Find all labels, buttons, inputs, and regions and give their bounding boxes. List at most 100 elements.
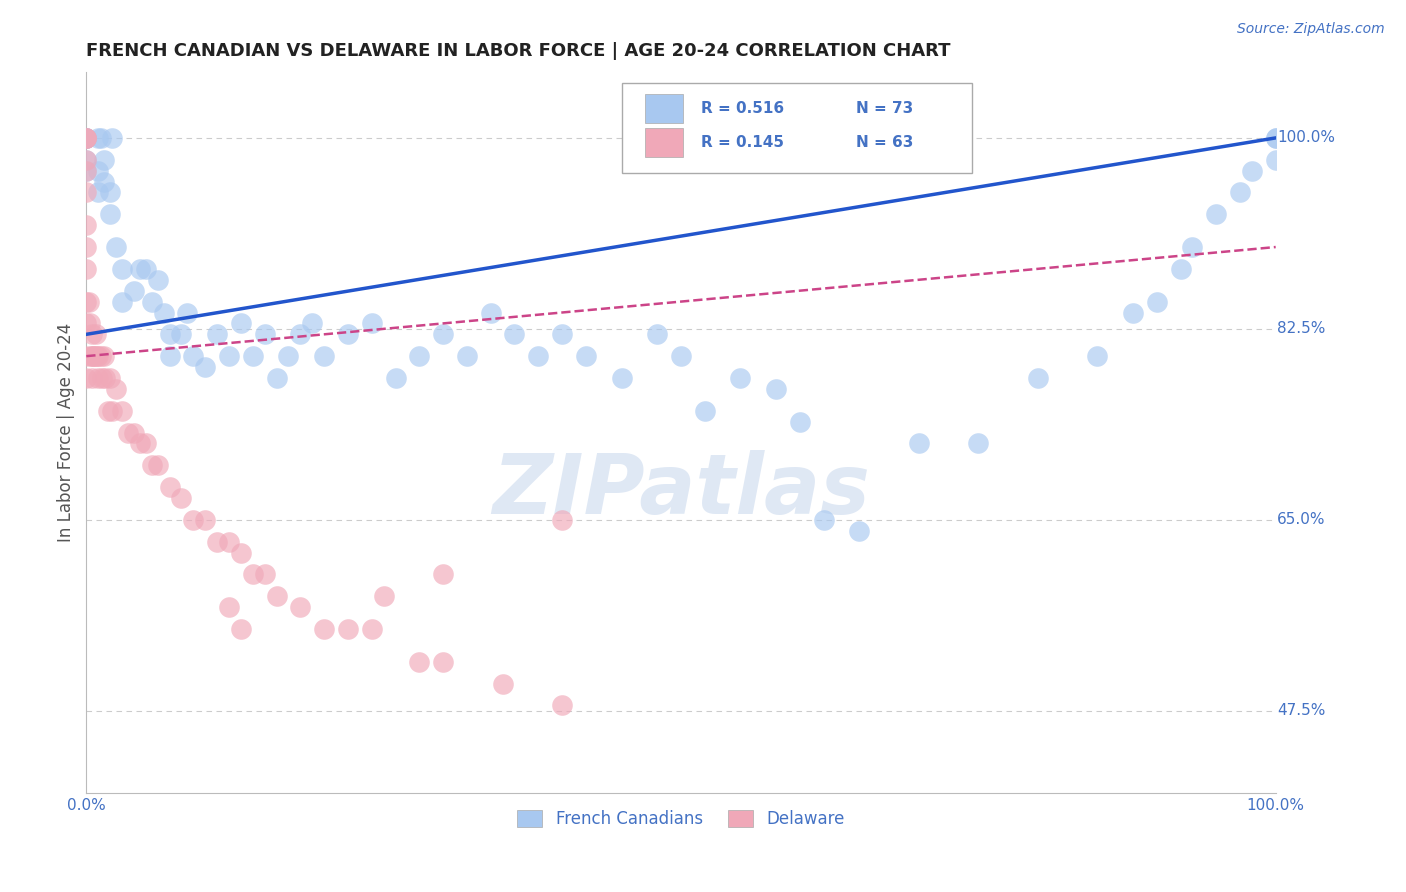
- Point: [146, 273, 169, 287]
- Point: [87, 349, 110, 363]
- Text: N = 73: N = 73: [856, 101, 912, 116]
- Point: [98, 207, 121, 221]
- Point: [101, 403, 124, 417]
- Point: [98, 371, 121, 385]
- Point: [141, 294, 163, 309]
- Point: [98, 186, 121, 200]
- Point: [83, 349, 105, 363]
- Point: [229, 317, 252, 331]
- Point: [1146, 294, 1168, 309]
- Bar: [645, 94, 683, 123]
- Point: [229, 545, 252, 559]
- Point: [277, 349, 299, 363]
- Point: [765, 382, 787, 396]
- Point: [1240, 163, 1263, 178]
- Point: [1264, 131, 1286, 145]
- Point: [848, 524, 870, 538]
- Point: [77, 294, 100, 309]
- Point: [253, 327, 276, 342]
- Point: [75, 317, 97, 331]
- Point: [551, 698, 574, 713]
- Text: Source: ZipAtlas.com: Source: ZipAtlas.com: [1237, 22, 1385, 37]
- Point: [105, 240, 128, 254]
- Point: [79, 317, 101, 331]
- Point: [75, 153, 97, 167]
- Point: [82, 349, 104, 363]
- Point: [1264, 131, 1286, 145]
- Y-axis label: In Labor Force | Age 20-24: In Labor Force | Age 20-24: [58, 323, 75, 542]
- Point: [93, 349, 115, 363]
- Point: [360, 317, 382, 331]
- Point: [813, 513, 835, 527]
- Point: [479, 305, 502, 319]
- Point: [610, 371, 633, 385]
- Point: [122, 425, 145, 440]
- Point: [75, 186, 97, 200]
- Point: [111, 403, 134, 417]
- Point: [170, 327, 193, 342]
- Point: [290, 600, 312, 615]
- Point: [97, 403, 120, 417]
- Point: [82, 327, 104, 342]
- Point: [75, 163, 97, 178]
- Point: [159, 349, 181, 363]
- Point: [87, 371, 110, 385]
- Point: [669, 349, 692, 363]
- Point: [170, 491, 193, 505]
- Point: [86, 349, 108, 363]
- Point: [141, 458, 163, 473]
- Point: [205, 327, 228, 342]
- Point: [75, 153, 97, 167]
- Point: [218, 534, 240, 549]
- Text: FRENCH CANADIAN VS DELAWARE IN LABOR FORCE | AGE 20-24 CORRELATION CHART: FRENCH CANADIAN VS DELAWARE IN LABOR FOR…: [86, 42, 950, 60]
- Point: [205, 534, 228, 549]
- Point: [242, 567, 264, 582]
- Point: [75, 240, 97, 254]
- Point: [266, 589, 288, 603]
- Point: [93, 175, 115, 189]
- Point: [183, 349, 205, 363]
- Point: [645, 327, 668, 342]
- Point: [75, 131, 97, 145]
- Point: [314, 622, 336, 636]
- Text: ZIPatlas: ZIPatlas: [492, 450, 870, 531]
- Point: [336, 622, 359, 636]
- Point: [253, 567, 276, 582]
- Point: [128, 436, 150, 450]
- Point: [1181, 240, 1204, 254]
- Text: 65.0%: 65.0%: [1277, 512, 1326, 527]
- Point: [730, 371, 752, 385]
- Point: [75, 131, 97, 145]
- Point: [575, 349, 598, 363]
- Text: N = 63: N = 63: [856, 135, 912, 150]
- Point: [101, 131, 124, 145]
- Point: [242, 349, 264, 363]
- Bar: [645, 128, 683, 157]
- Point: [432, 655, 454, 669]
- Point: [527, 349, 550, 363]
- Point: [75, 349, 97, 363]
- Point: [87, 163, 110, 178]
- Point: [551, 513, 574, 527]
- Point: [373, 589, 395, 603]
- Point: [159, 327, 181, 342]
- Point: [1170, 261, 1192, 276]
- Point: [176, 305, 198, 319]
- Point: [491, 676, 513, 690]
- Legend: French Canadians, Delaware: French Canadians, Delaware: [510, 803, 851, 835]
- Point: [336, 327, 359, 342]
- Point: [159, 480, 181, 494]
- Point: [218, 600, 240, 615]
- Point: [135, 436, 157, 450]
- Point: [194, 360, 217, 375]
- Point: [693, 403, 716, 417]
- Point: [117, 425, 139, 440]
- Point: [82, 349, 104, 363]
- Text: 47.5%: 47.5%: [1277, 703, 1326, 718]
- Point: [432, 567, 454, 582]
- Point: [218, 349, 240, 363]
- Point: [82, 371, 104, 385]
- Point: [111, 294, 134, 309]
- Point: [75, 218, 97, 232]
- Point: [266, 371, 288, 385]
